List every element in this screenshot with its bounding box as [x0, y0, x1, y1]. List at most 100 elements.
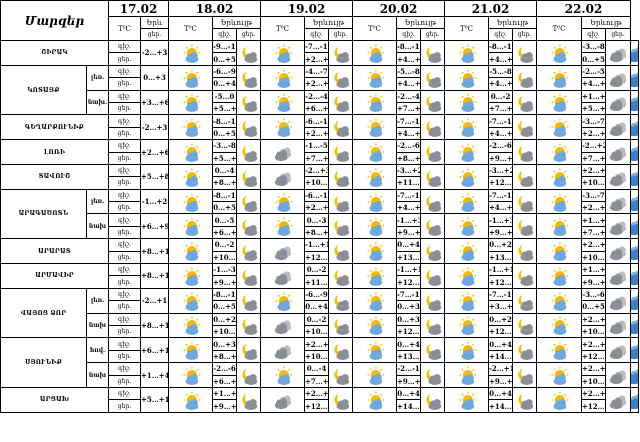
moon-cloud-icon [328, 263, 354, 289]
moon-cloud-icon [420, 188, 446, 215]
partly-sunny-icon [444, 362, 490, 388]
temp-range: 0…-2 [212, 238, 238, 252]
blue-cloud-icon [630, 362, 639, 388]
moon-cloud-icon [236, 64, 262, 91]
temp-range: -2…+2 [581, 139, 607, 153]
temp-range: -1…+3 [396, 213, 422, 227]
temp-range: -5…-8 [488, 64, 514, 79]
moon-cloud-icon [236, 139, 262, 165]
moon-cloud-icon [328, 287, 354, 314]
temp-range: -7…-12 [396, 114, 422, 128]
temp-range: +2…+4 [581, 312, 607, 327]
partly-sunny-icon [352, 64, 398, 91]
day-label: ցեր. [108, 300, 141, 314]
temp-range: -3…-7 [581, 188, 607, 203]
moon-cloud-icon [512, 114, 538, 141]
cond-label: Երև [139, 16, 170, 29]
partly-sunny-icon [168, 213, 214, 240]
temp-range: +2…+6 [581, 386, 607, 401]
moon-cloud-icon [420, 362, 446, 388]
dark-cloud-icon [605, 238, 632, 265]
temp-range: +14…+17 [396, 399, 422, 413]
temp-range: 0…+5 [581, 300, 607, 314]
temp-range: -1…+1 [396, 263, 422, 277]
partly-sunny-icon [168, 238, 214, 265]
night-label: գիշ. [108, 163, 141, 178]
partly-sunny-icon [536, 263, 583, 289]
day-label: ցեր. [108, 275, 141, 289]
temp-range: +8…+11 [139, 263, 170, 289]
partly-sunny-icon [260, 362, 306, 388]
date-header: 21.02 [444, 0, 538, 17]
moon-cloud-icon [420, 213, 446, 240]
moon-cloud-icon [236, 312, 262, 339]
region-name: ԱՐԱՐԱՏ [0, 238, 109, 265]
blue-cloud-icon [630, 263, 639, 289]
temp-range: -6…-9 [212, 64, 238, 79]
temp-range: +8…+10 [304, 225, 330, 240]
moon-cloud-icon [236, 188, 262, 215]
day-label: ցեր. [108, 250, 141, 265]
subregion-label: լեռ. [86, 64, 109, 91]
temp-range: +10…+12 [581, 374, 607, 388]
partly-sunny-icon [168, 337, 214, 364]
partly-sunny-icon [444, 64, 490, 91]
moon-cloud-icon [236, 263, 262, 289]
moon-cloud-icon [328, 64, 354, 91]
partly-sunny-icon [168, 287, 214, 314]
temp-range: -2…+3 [139, 40, 170, 66]
night-label: գիշ. [108, 263, 141, 277]
blue-cloud-icon [630, 89, 639, 116]
temp-range: -2…-6 [488, 139, 514, 153]
day-label: ցեր. [108, 324, 141, 339]
day-label: ցեր. [108, 126, 141, 141]
moon-cloud-icon [512, 287, 538, 314]
partly-sunny-icon [168, 139, 214, 165]
temp-range: +1…+3 [581, 213, 607, 227]
temp-range: -8…-13 [396, 39, 422, 54]
night-label: գիշ. [108, 312, 141, 327]
temp-range: 0…-2 [304, 312, 330, 327]
dark-cloud-icon [260, 337, 306, 364]
dark-cloud-icon [605, 337, 632, 364]
temp-range: -5…-8 [396, 64, 422, 79]
moon-cloud-icon [420, 238, 446, 265]
temp-range: +7…+10 [396, 101, 422, 116]
partly-sunny-icon [168, 312, 214, 339]
day-label: ցեր. [108, 101, 141, 116]
temp-range: 0…+4 [396, 337, 422, 351]
temp-range: -7…-12 [304, 39, 330, 54]
dark-cloud-icon [605, 362, 632, 388]
partly-sunny-icon [444, 114, 490, 141]
temp-range: +10…+14 [581, 250, 607, 265]
region-name: ԳԵՂԱՐՔՈՒՆԻՔ [0, 114, 109, 141]
region-name: ԱՐՄԱՎԻՐ [0, 263, 109, 289]
moon-cloud-icon [236, 386, 262, 413]
temp-range: -3…-7 [581, 114, 607, 128]
partly-sunny-icon [536, 64, 583, 91]
partly-sunny-icon [536, 163, 583, 190]
temp-range: +10…+12 [212, 324, 238, 339]
moon-cloud-icon [420, 114, 446, 141]
temp-range: +2…+5 [304, 386, 330, 401]
day-label: ցեր. [236, 28, 262, 41]
partly-sunny-icon [168, 188, 214, 215]
partly-sunny-icon [168, 89, 214, 116]
moon-cloud-icon [420, 287, 446, 314]
temp-range: +6…+9 [212, 374, 238, 388]
temp-range: +11…+15 [396, 176, 422, 190]
temp-range: +13…+15 [396, 250, 422, 265]
temp-range: 0…+5 [212, 126, 238, 141]
temp-range: 0…+5 [212, 52, 238, 66]
temp-range: +2…+6 [581, 337, 607, 351]
day-label: ցեր. [108, 52, 141, 66]
dark-cloud-icon [605, 40, 632, 66]
temp-range: +8…+11 [139, 238, 170, 265]
temp-range: -2…+1 [139, 287, 170, 314]
region-name: ԱՐՑԱԽ [0, 386, 109, 413]
dark-cloud-icon [605, 287, 632, 314]
moon-cloud-icon [328, 312, 354, 339]
temp-range: +4…+8 [488, 52, 514, 66]
temp-range: 0…+5 [581, 52, 607, 66]
temp-range: -3…+2 [488, 163, 514, 178]
